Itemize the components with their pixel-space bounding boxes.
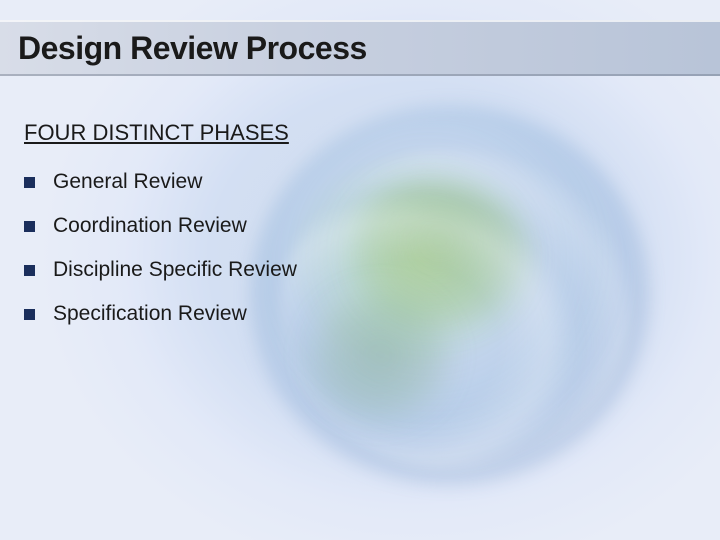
bullet-text: Coordination Review bbox=[53, 214, 247, 238]
bullet-marker-icon bbox=[24, 309, 35, 320]
bullet-text: General Review bbox=[53, 170, 202, 194]
list-item: Discipline Specific Review bbox=[24, 258, 644, 282]
list-item: Coordination Review bbox=[24, 214, 644, 238]
list-item: Specification Review bbox=[24, 302, 644, 326]
list-item: General Review bbox=[24, 170, 644, 194]
bullet-list: General Review Coordination Review Disci… bbox=[24, 170, 644, 326]
slide-subtitle: FOUR DISTINCT PHASES bbox=[24, 120, 644, 146]
bullet-text: Specification Review bbox=[53, 302, 247, 326]
slide-title: Design Review Process bbox=[18, 30, 367, 67]
slide-content: FOUR DISTINCT PHASES General Review Coor… bbox=[24, 120, 644, 346]
title-bar: Design Review Process bbox=[0, 20, 720, 76]
bullet-text: Discipline Specific Review bbox=[53, 258, 297, 282]
bullet-marker-icon bbox=[24, 265, 35, 276]
bullet-marker-icon bbox=[24, 177, 35, 188]
bullet-marker-icon bbox=[24, 221, 35, 232]
